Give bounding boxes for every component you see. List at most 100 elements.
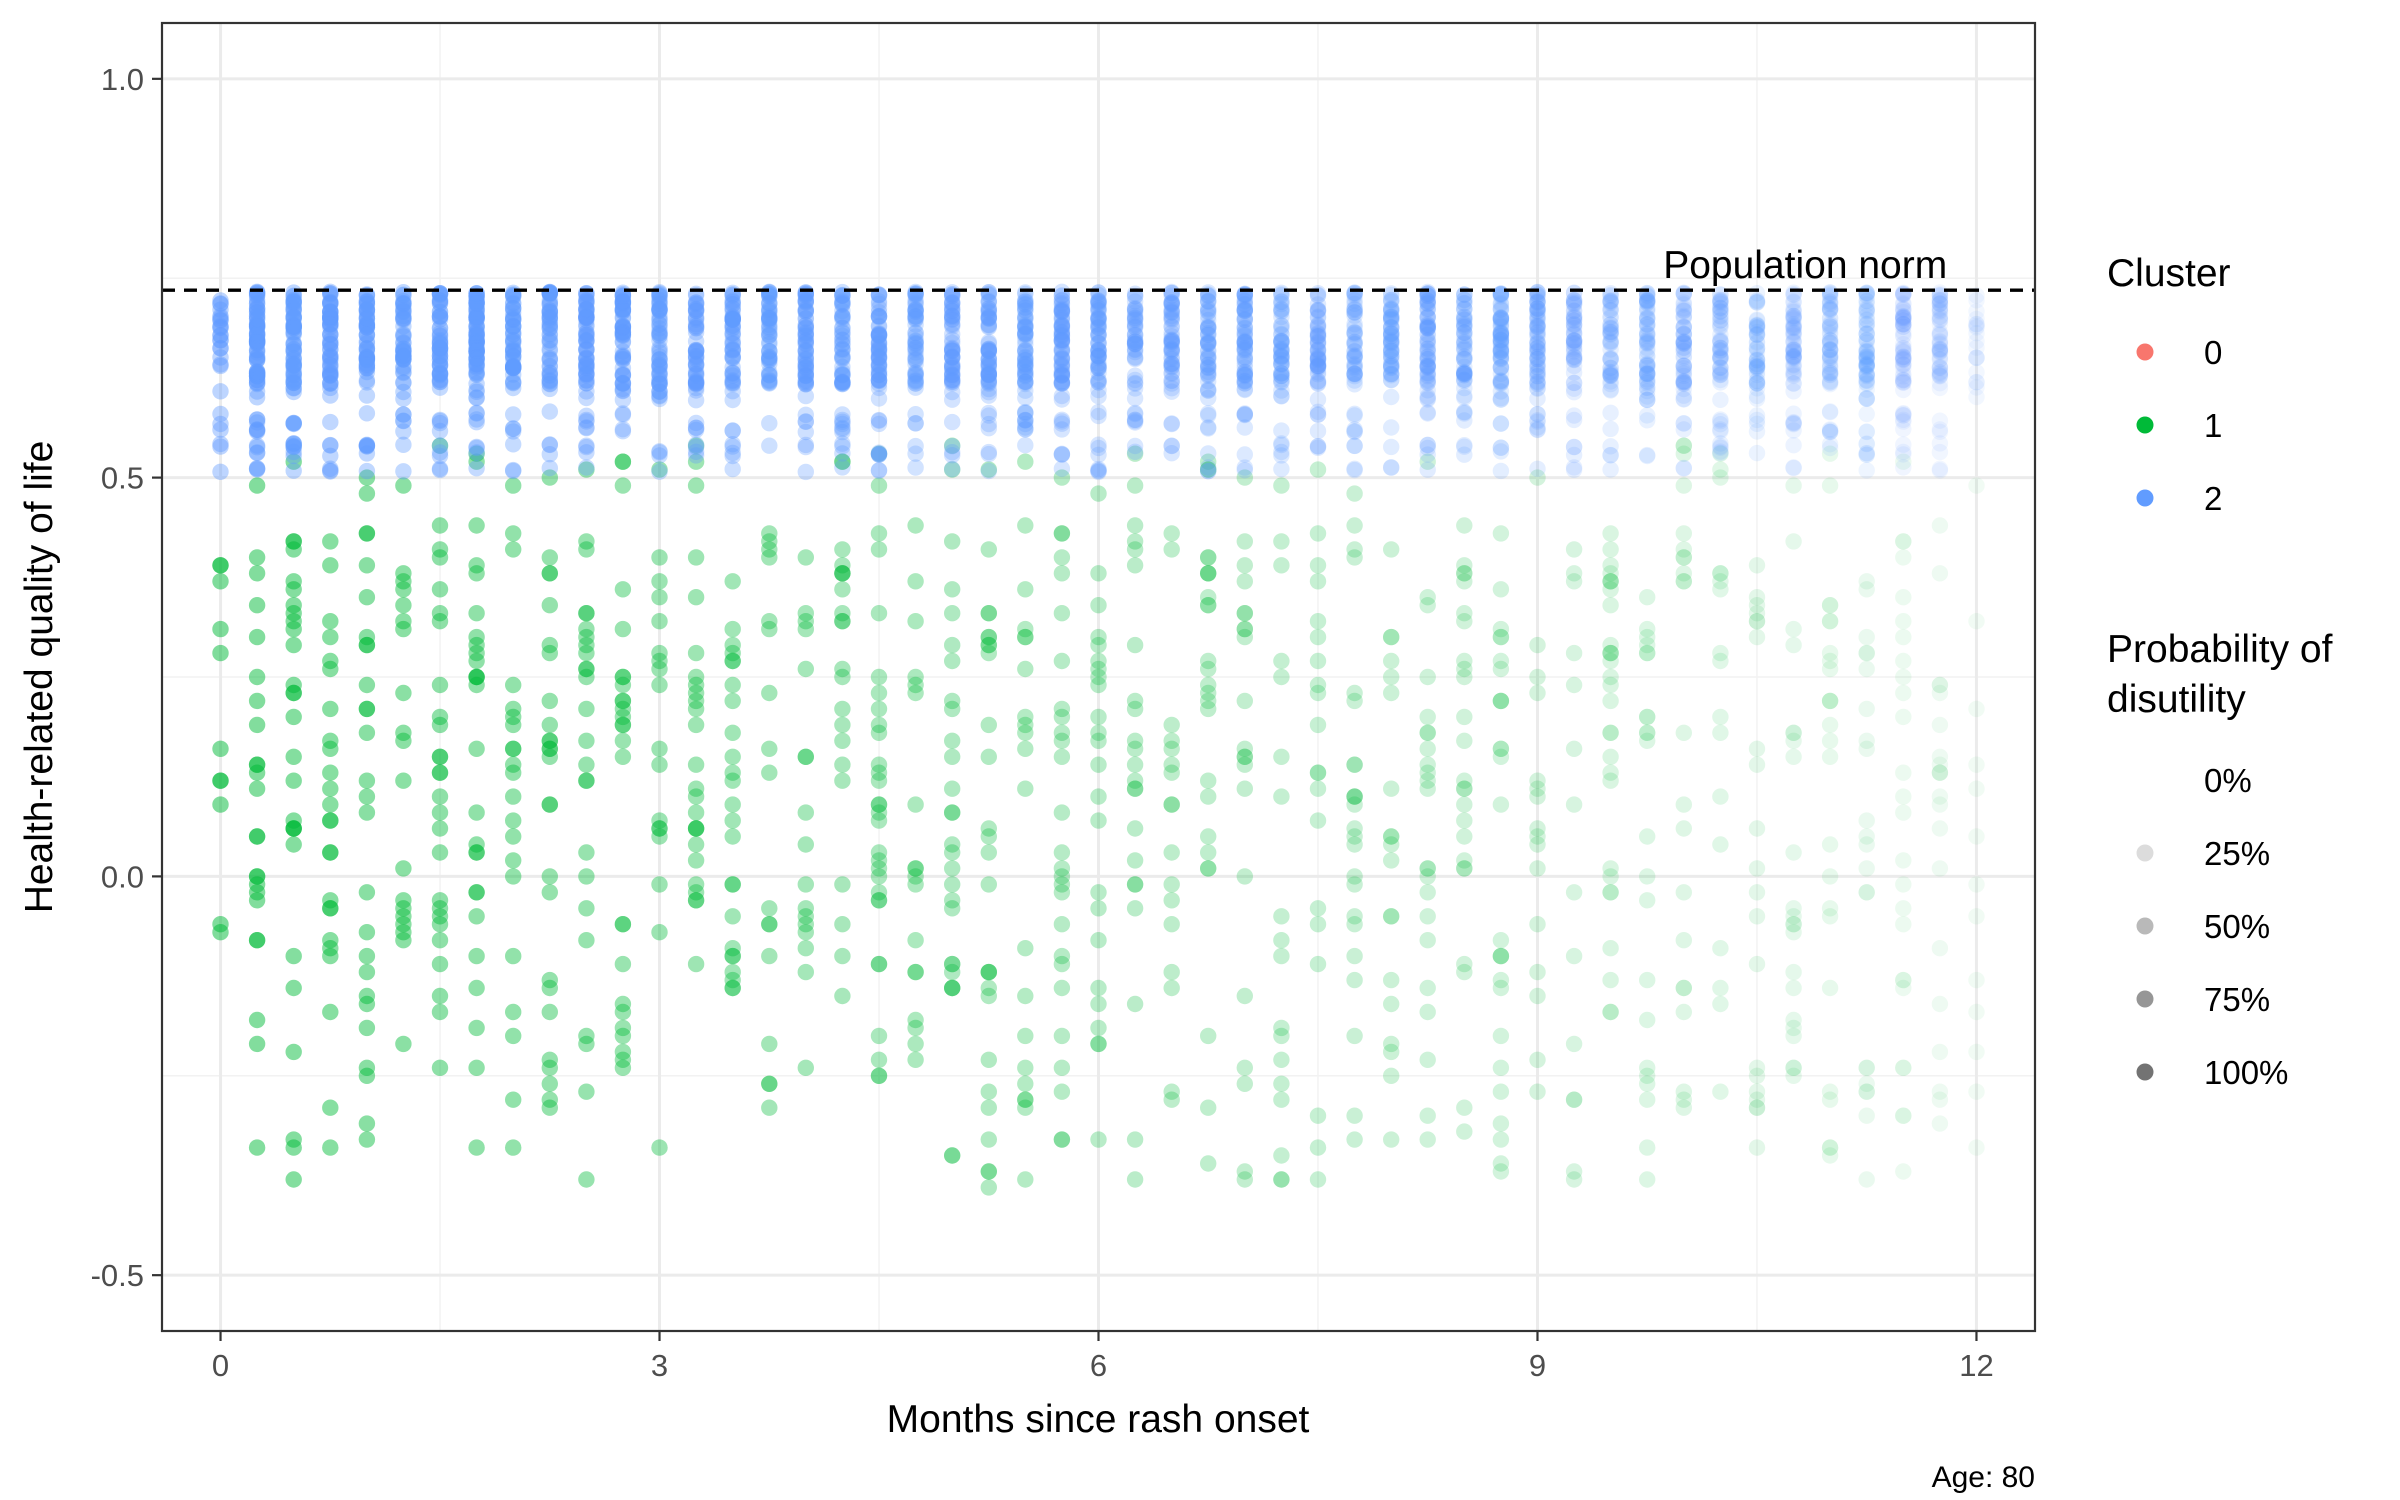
- point-cluster-2: [797, 406, 814, 423]
- point-cluster-1: [1017, 740, 1034, 757]
- point-cluster-2: [761, 316, 778, 333]
- point-cluster-2: [980, 340, 997, 357]
- point-cluster-2: [1383, 318, 1400, 335]
- point-cluster-2: [1565, 310, 1583, 327]
- point-cluster-2: [1858, 366, 1875, 383]
- point-cluster-1: [1163, 732, 1180, 749]
- point-cluster-1: [1346, 1027, 1363, 1045]
- point-cluster-2: [248, 308, 266, 325]
- legend-probability-title-line-1: Probability of: [2107, 628, 2333, 671]
- point-cluster-1: [505, 1027, 522, 1045]
- point-cluster-2: [944, 391, 961, 408]
- point-cluster-2: [248, 363, 266, 380]
- point-cluster-2: [468, 356, 485, 373]
- point-cluster-2: [1529, 351, 1546, 368]
- point-cluster-2: [870, 411, 888, 429]
- point-cluster-2: [944, 331, 961, 348]
- point-cluster-2: [761, 342, 778, 360]
- point-cluster-2: [834, 367, 851, 384]
- point-cluster-2: [358, 308, 376, 325]
- point-cluster-2: [1346, 407, 1363, 424]
- point-cluster-2: [761, 351, 778, 369]
- point-cluster-2: [285, 320, 302, 337]
- point-cluster-2: [541, 302, 558, 319]
- point-cluster-2: [980, 366, 997, 383]
- point-cluster-2: [1053, 303, 1071, 321]
- point-cluster-2: [1639, 331, 1656, 348]
- point-cluster-1: [1309, 1171, 1327, 1188]
- point-cluster-2: [468, 308, 485, 326]
- point-cluster-2: [1017, 358, 1034, 375]
- point-cluster-1: [724, 876, 741, 893]
- point-cluster-1: [505, 868, 522, 885]
- point-cluster-2: [1821, 422, 1839, 439]
- point-cluster-1: [1346, 1107, 1363, 1124]
- point-cluster-1: [834, 916, 851, 933]
- point-cluster-2: [870, 325, 888, 343]
- point-cluster-2: [1200, 334, 1217, 351]
- point-cluster-1: [1492, 979, 1510, 997]
- point-cluster-1: [505, 700, 522, 718]
- point-cluster-2: [1236, 348, 1254, 365]
- point-cluster-2: [358, 437, 376, 454]
- point-cluster-2: [1858, 325, 1875, 342]
- point-cluster-1: [944, 533, 961, 550]
- point-cluster-2: [1236, 405, 1254, 422]
- point-cluster-2: [1053, 332, 1071, 349]
- point-cluster-1: [870, 756, 888, 773]
- point-cluster-2: [1492, 341, 1510, 358]
- point-cluster-2: [1017, 336, 1034, 353]
- point-cluster-2: [285, 341, 302, 358]
- point-cluster-1: [1602, 541, 1619, 558]
- point-cluster-2: [1492, 389, 1510, 407]
- point-cluster-2: [1895, 327, 1912, 344]
- point-cluster-2: [614, 375, 632, 393]
- point-cluster-2: [797, 327, 814, 344]
- point-cluster-2: [248, 318, 266, 335]
- point-cluster-1: [687, 437, 705, 454]
- point-cluster-2: [248, 444, 266, 462]
- point-cluster-2: [1053, 302, 1071, 319]
- point-cluster-1: [724, 692, 741, 710]
- point-cluster-2: [1931, 293, 1949, 310]
- point-cluster-2: [248, 460, 266, 477]
- point-cluster-2: [1639, 334, 1656, 351]
- point-cluster-2: [1639, 407, 1656, 424]
- point-cluster-2: [1163, 318, 1180, 335]
- point-cluster-1: [687, 780, 705, 797]
- point-cluster-2: [358, 302, 376, 319]
- point-cluster-2: [1163, 310, 1180, 327]
- point-cluster-2: [1602, 335, 1619, 352]
- point-cluster-1: [1346, 756, 1363, 773]
- point-cluster-2: [1126, 299, 1144, 317]
- point-cluster-2: [1200, 356, 1217, 374]
- point-cluster-2: [395, 463, 412, 480]
- point-cluster-2: [1931, 291, 1949, 309]
- point-cluster-2: [614, 303, 632, 320]
- point-cluster-2: [944, 383, 961, 401]
- point-cluster-2: [1017, 318, 1034, 335]
- point-cluster-2: [505, 375, 522, 392]
- point-cluster-1: [212, 644, 229, 662]
- point-cluster-1: [1821, 748, 1839, 765]
- point-cluster-2: [834, 366, 851, 383]
- point-cluster-2: [614, 288, 632, 305]
- point-cluster-1: [1126, 756, 1144, 773]
- point-cluster-2: [1236, 341, 1254, 358]
- point-cluster-2: [1383, 325, 1400, 343]
- point-cluster-2: [797, 375, 814, 392]
- point-cluster-2: [212, 339, 229, 357]
- point-cluster-2: [1456, 372, 1473, 390]
- point-cluster-2: [285, 435, 302, 452]
- point-cluster-2: [1895, 349, 1912, 367]
- point-cluster-2: [1712, 342, 1729, 359]
- point-cluster-1: [1236, 620, 1254, 638]
- point-cluster-2: [1492, 462, 1510, 480]
- point-cluster-1: [1785, 916, 1802, 933]
- point-cluster-1: [541, 565, 558, 582]
- point-cluster-1: [614, 477, 632, 494]
- point-cluster-2: [944, 447, 961, 464]
- point-cluster-2: [1346, 304, 1363, 321]
- point-cluster-1: [1639, 620, 1656, 638]
- point-cluster-1: [1675, 979, 1693, 997]
